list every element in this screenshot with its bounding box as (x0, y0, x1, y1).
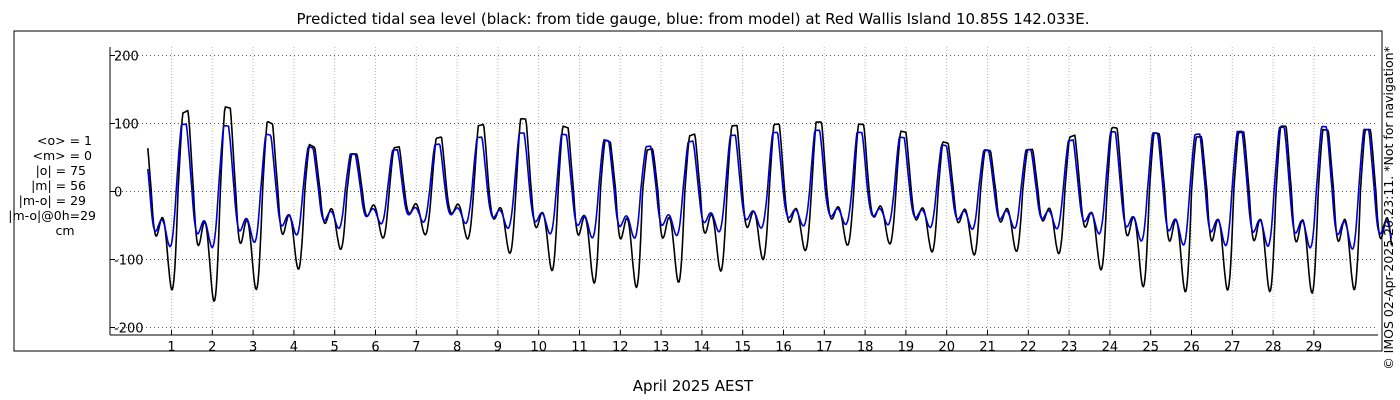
x-ticks: 1 2 3 4 5 6 7 8 9 10 11 12 13 14 15 16 17 18 19 20 21 22 23 24 2… (167, 330, 1322, 355)
x-tick-label: 26 (1183, 340, 1200, 355)
x-tick-label: 17 (816, 340, 833, 355)
x-tick-label: 3 (249, 340, 257, 355)
x-tick-label: 1 (167, 340, 175, 355)
side-stat-line: |o| = 75 (36, 163, 86, 178)
side-stat-line: cm (55, 223, 74, 238)
chart-title: Predicted tidal sea level (black: from t… (297, 10, 1090, 28)
x-tick-label: 8 (453, 340, 461, 355)
y-tick-label: 100 (114, 118, 139, 133)
x-tick-label: 16 (775, 340, 792, 355)
x-tick-label: 5 (331, 340, 339, 355)
x-tick-label: 6 (371, 340, 379, 355)
x-tick-label: 4 (290, 340, 298, 355)
y-grid (110, 55, 1378, 328)
side-stat-line: |m| = 56 (31, 178, 86, 193)
x-tick-label: 19 (898, 340, 915, 355)
credit-text: © IMOS 02-Apr-2025 20:23:11. *Not for na… (1381, 46, 1396, 370)
side-stat-line: |m-o| = 29 (19, 193, 86, 208)
x-tick-label: 23 (1061, 340, 1078, 355)
y-ticks: -200 -100 0 100 200 (110, 50, 144, 337)
y-tick-label: -200 (114, 322, 144, 337)
x-tick-label: 14 (694, 340, 711, 355)
x-tick-label: 28 (1265, 340, 1282, 355)
x-tick-label: 7 (412, 340, 420, 355)
x-tick-label: 22 (1020, 340, 1037, 355)
y-tick-label: 0 (114, 186, 122, 201)
x-tick-label: 20 (938, 340, 955, 355)
side-stat-line: |m-o|@0h=29 (8, 208, 96, 223)
x-tick-label: 21 (979, 340, 996, 355)
side-stat-line: <o> = 1 (37, 133, 92, 148)
x-axis-label: April 2025 AEST (633, 377, 754, 395)
x-tick-label: 2 (208, 340, 216, 355)
x-tick-label: 15 (734, 340, 751, 355)
x-tick-label: 10 (530, 340, 547, 355)
series-line-model (147, 123, 1393, 250)
x-tick-label: 18 (857, 340, 874, 355)
side-stats: <o> = 1<m> = 0|o| = 75|m| = 56|m-o| = 29… (8, 133, 96, 238)
x-tick-label: 9 (494, 340, 502, 355)
x-tick-label: 11 (571, 340, 588, 355)
y-tick-label: -100 (114, 254, 144, 269)
side-stat-line: <m> = 0 (33, 148, 93, 163)
x-tick-label: 24 (1102, 340, 1119, 355)
x-tick-label: 12 (612, 340, 629, 355)
x-tick-label: 25 (1142, 340, 1159, 355)
series-layer (147, 106, 1393, 303)
x-tick-label: 13 (653, 340, 670, 355)
x-tick-label: 27 (1224, 340, 1241, 355)
y-tick-label: 200 (114, 50, 139, 65)
x-tick-label: 29 (1306, 340, 1323, 355)
